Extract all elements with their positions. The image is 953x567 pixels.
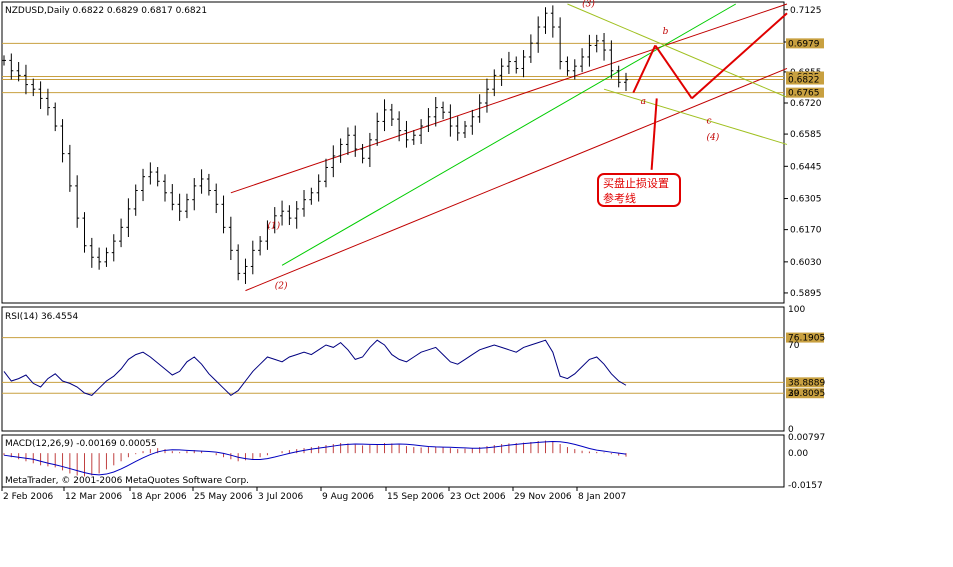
date-tick-label-1: 12 Mar 2006: [65, 492, 122, 502]
rsi-title: RSI(14) 36.4554: [5, 312, 78, 322]
wave-label-1: (2): [275, 280, 288, 291]
level-tag-2: 0.6822: [788, 76, 820, 86]
wave-label-3: a: [641, 97, 646, 107]
date-tick-label-9: 8 Jan 2007: [578, 492, 626, 502]
price-tick-label-4: 0.6585: [790, 130, 822, 140]
rsi-level-tag-1: 38.8889: [788, 378, 825, 388]
arrow-a-b: [632, 45, 657, 94]
price-tick-label-3: 0.6720: [790, 99, 822, 109]
rsi-level-tag-bg-1: [786, 377, 824, 388]
channel-lines: [230, 3, 788, 292]
date-tick-label-5: 9 Aug 2006: [322, 492, 374, 502]
rsi-level-tag-2: 29.8095: [788, 389, 825, 399]
macd-signal-line: [3, 440, 627, 476]
rsi-level-tag-bg-0: [786, 332, 824, 343]
level-tag-bg-2: [786, 74, 824, 85]
rsi-tick-label-1: 70: [788, 341, 800, 351]
forecast-arrows: [632, 12, 788, 170]
stop-loss-note-text: 买盘止损设置 参考线: [603, 177, 669, 205]
rsi-line: [3, 339, 627, 397]
level-tag-bg-0: [786, 38, 824, 49]
wave-label-5: c: [706, 117, 711, 127]
olive-channel-upper: [567, 3, 788, 98]
rsi-tick-label-3: 0: [788, 425, 794, 435]
price-title: NZDUSD,Daily 0.6822 0.6829 0.6817 0.6821: [5, 6, 207, 16]
wave-label-2: (3): [582, 0, 595, 9]
price-tick-label-6: 0.6305: [790, 195, 822, 205]
rsi-tick-label-0: 100: [788, 305, 805, 315]
arrow-c-up: [691, 12, 788, 100]
date-tick-label-8: 29 Nov 2006: [514, 492, 572, 502]
arrow-note-pointer: [650, 98, 658, 170]
price-tick-label-0: 0.7125: [790, 6, 822, 16]
wave-label-0: (1): [267, 220, 280, 231]
level-tag-bg-3: [786, 87, 824, 98]
macd-series: [3, 440, 627, 477]
macd-panel-frame: [1, 434, 785, 488]
footer-copyright: MetaTrader, © 2001-2006 MetaQuotes Softw…: [5, 476, 249, 486]
rsi-axis-ticks: 100 70 30 0: [788, 305, 805, 435]
olive-channel-lower: [603, 88, 788, 145]
price-tick-label-7: 0.6170: [790, 226, 822, 236]
green-channel-line: [281, 3, 737, 266]
rsi-panel-frame: [1, 306, 785, 432]
date-tick-label-3: 25 May 2006: [194, 492, 253, 502]
macd-axis-ticks: 0.00797 0.00 -0.0157: [788, 433, 825, 491]
price-panel-frame: [1, 1, 785, 304]
red-channel-upper: [230, 3, 788, 194]
rsi-tick-label-2: 30: [788, 389, 800, 399]
wave-labels: (1) (2) (3) a b c (4): [267, 0, 719, 291]
macd-tick-label-2: -0.0157: [788, 481, 823, 491]
red-channel-lower: [245, 68, 788, 292]
price-bars: [2, 5, 628, 284]
date-tick-label-6: 15 Sep 2006: [387, 492, 444, 502]
macd-tick-label-0: 0.00797: [788, 433, 825, 443]
level-tag-0: 0.6979: [788, 39, 820, 49]
arrow-b-c: [654, 44, 693, 99]
date-tick-label-7: 23 Oct 2006: [450, 492, 506, 502]
price-axis-ticks: 0.71250.69850.68550.67200.65850.64450.63…: [784, 6, 822, 299]
macd-title: MACD(12,26,9) -0.00169 0.00055: [5, 439, 157, 449]
price-tick-label-9: 0.5895: [790, 289, 822, 299]
macd-tick-label-1: 0.00: [788, 449, 808, 459]
wave-label-6: (4): [706, 132, 719, 143]
rsi-level-tag-bg-2: [786, 388, 824, 399]
date-tick-label-2: 18 Apr 2006: [131, 492, 187, 502]
price-tick-label-5: 0.6445: [790, 162, 822, 172]
stop-loss-note: 买盘止损设置 参考线: [597, 173, 681, 207]
price-tick-label-8: 0.6030: [790, 258, 822, 268]
date-tick-label-0: 2 Feb 2006: [3, 492, 54, 502]
level-tag-3: 0.6765: [788, 89, 820, 99]
price-level-lines: [2, 42, 784, 94]
wave-label-4: b: [663, 27, 669, 37]
rsi-level-tag-0: 76.1905: [788, 334, 825, 344]
date-tick-label-4: 3 Jul 2006: [258, 492, 303, 502]
date-axis-ticks: 2 Feb 2006 12 Mar 2006 18 Apr 2006 25 May 2…: [1, 487, 626, 502]
